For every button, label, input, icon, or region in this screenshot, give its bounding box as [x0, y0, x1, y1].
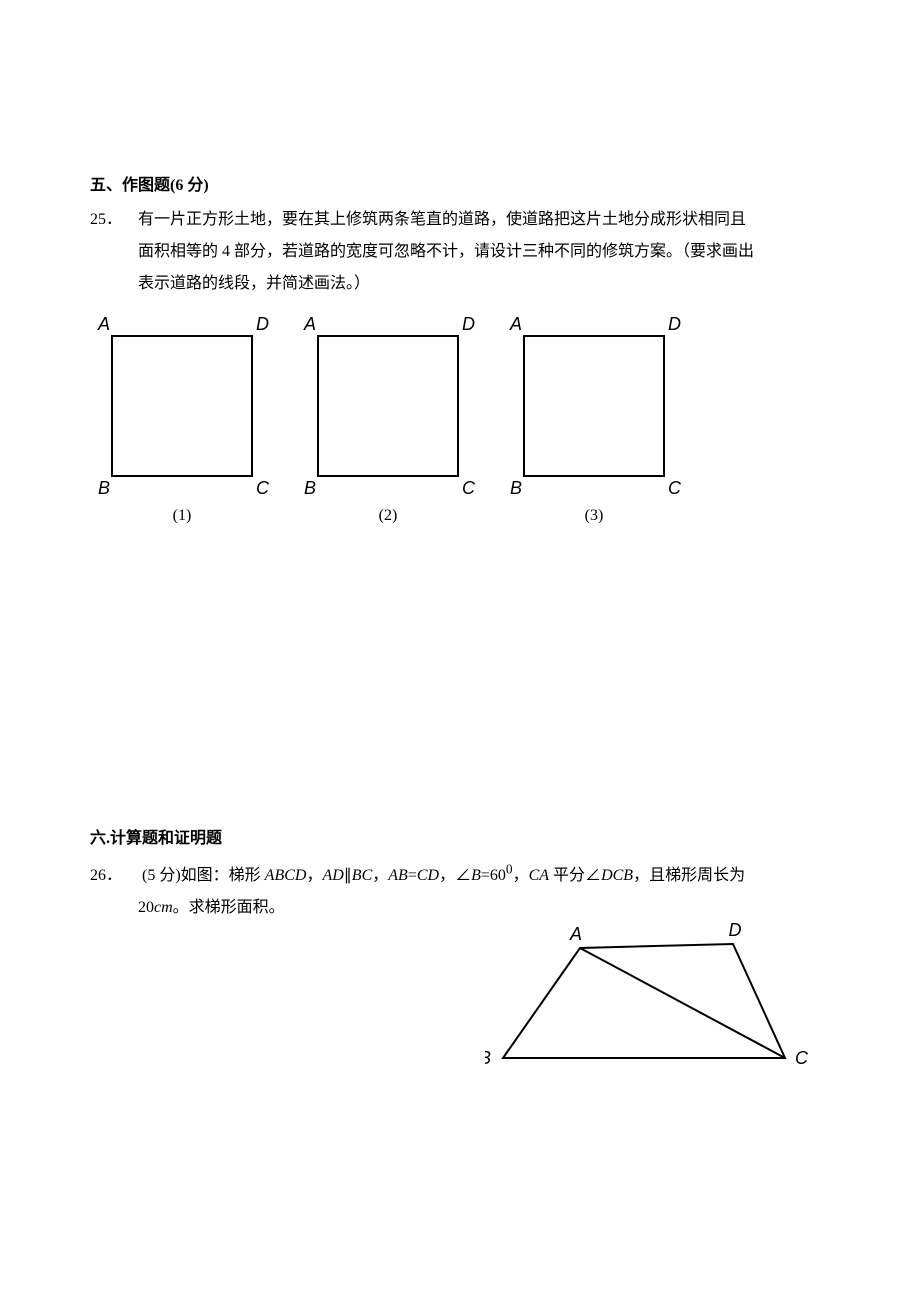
page: 五、作图题(6 分) 有一片正方形土地，要在其上修筑两条笔直的道路，使道路把这片…	[0, 0, 920, 1302]
p26-seg4: ，	[513, 867, 529, 884]
svg-text:C: C	[462, 478, 476, 498]
p26-B: B	[471, 867, 481, 884]
p26-prefix: (5 分)如图：梯形	[142, 867, 265, 884]
problem-25-line1: 有一片正方形土地，要在其上修筑两条笔直的道路，使道路把这片土地分成形状相同且	[138, 211, 746, 228]
p26-AD: AD	[322, 867, 343, 884]
problem-25-line3: 表示道路的线段，并简述画法。）	[138, 275, 370, 292]
svg-text:D: D	[668, 314, 681, 334]
svg-text:C: C	[256, 478, 270, 498]
section5-title: 五、作图题(6 分)	[90, 170, 830, 202]
svg-text:D: D	[729, 920, 742, 940]
svg-text:D: D	[462, 314, 475, 334]
svg-text:C: C	[668, 478, 682, 498]
svg-text:D: D	[256, 314, 269, 334]
svg-text:A: A	[303, 314, 316, 334]
vertical-gap	[90, 523, 830, 823]
section6-title: 六.计算题和证明题	[90, 823, 830, 855]
p26-ABCD: ABCD	[265, 867, 307, 884]
svg-text:B: B	[98, 478, 110, 498]
p26-parallel: ∥	[344, 867, 352, 884]
p26-cm: cm	[154, 899, 173, 916]
svg-text:B: B	[510, 478, 522, 498]
svg-text:A: A	[509, 314, 522, 334]
problem-26-body: (5 分)如图：梯形 ABCD，AD∥BC，AB=CD，∠B=600，CA 平分…	[90, 857, 830, 924]
p26-seg2: ，	[372, 867, 388, 884]
p26-BC: BC	[352, 867, 372, 884]
svg-text:A: A	[569, 924, 582, 944]
p26-line2a: 20	[138, 899, 154, 916]
svg-text:A: A	[97, 314, 110, 334]
p26-eq60: =60	[481, 867, 506, 884]
p26-AB: AB	[388, 867, 408, 884]
svg-text:(3): (3)	[585, 507, 604, 523]
p26-bisect: 平分∠	[549, 867, 601, 884]
problem-25-body: 有一片正方形土地，要在其上修筑两条笔直的道路，使道路把这片土地分成形状相同且 面…	[90, 204, 830, 300]
problem-26: (5 分)如图：梯形 ABCD，AD∥BC，AB=CD，∠B=600，CA 平分…	[90, 857, 830, 924]
svg-text:B: B	[485, 1048, 491, 1068]
svg-text:(1): (1)	[173, 507, 192, 523]
squares-figure: A D B C (1) A D B C (2) A D B C (3)	[84, 308, 830, 523]
problem-26-line1: (5 分)如图：梯形 ABCD，AD∥BC，AB=CD，∠B=600，CA 平分…	[138, 867, 745, 884]
trapezoid-figure: A D B C	[485, 920, 815, 1080]
problem-25-line2: 面积相等的 4 部分，若道路的宽度可忽略不计，请设计三种不同的修筑方案。（要求画…	[138, 243, 754, 260]
p26-CD: CD	[417, 867, 439, 884]
trapezoid-svg: A D B C	[485, 920, 815, 1080]
problem-25: 有一片正方形土地，要在其上修筑两条笔直的道路，使道路把这片土地分成形状相同且 面…	[90, 204, 830, 300]
p26-seg3: ，∠	[439, 867, 471, 884]
p26-seg5: ，且梯形周长为	[633, 867, 745, 884]
svg-text:(2): (2)	[379, 507, 398, 523]
p26-deg: 0	[506, 862, 513, 877]
p26-seg1: ，	[306, 867, 322, 884]
squares-svg: A D B C (1) A D B C (2) A D B C (3)	[84, 308, 724, 523]
svg-text:C: C	[795, 1048, 809, 1068]
p26-eq: =	[408, 867, 417, 884]
p26-CA: CA	[529, 867, 549, 884]
p26-DCB: DCB	[601, 867, 633, 884]
p26-line2b: 。求梯形面积。	[173, 899, 285, 916]
svg-text:B: B	[304, 478, 316, 498]
